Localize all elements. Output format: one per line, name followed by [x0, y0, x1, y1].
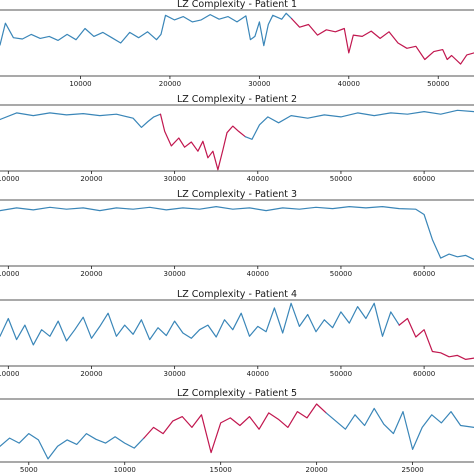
x-tick-label: 10000 [114, 466, 136, 474]
x-tick-label: 30000 [163, 270, 185, 278]
series-line-normal-1 [0, 112, 162, 128]
series-line-normal-1 [0, 433, 145, 460]
x-tick-label: 20000 [305, 466, 327, 474]
series-line-normal-1 [0, 12, 293, 47]
x-tick-label: 60000 [413, 370, 435, 378]
x-tick-label: 60000 [413, 175, 435, 183]
x-tick-label: 25000 [401, 466, 423, 474]
x-tick-label: 10000 [0, 370, 19, 378]
x-tick-label: 50000 [330, 370, 352, 378]
series-line-normal-1 [0, 206, 474, 260]
x-tick-label: 20000 [80, 370, 102, 378]
x-tick-label: 20000 [80, 175, 102, 183]
x-tick-label: 40000 [247, 270, 269, 278]
x-tick-label: 5000 [20, 466, 38, 474]
chart-title: LZ Complexity - Patient 3 [177, 189, 297, 200]
x-tick-label: 10000 [69, 80, 91, 88]
x-tick-label: 40000 [247, 370, 269, 378]
chart-panel-4: LZ Complexity - Patient 4 10000 20000 30000… [0, 289, 474, 378]
chart-title: LZ Complexity - Patient 4 [177, 289, 297, 300]
chart-panel-1: LZ Complexity - Patient 1 10000 20000 30000… [0, 0, 474, 88]
x-tick-label: 60000 [413, 270, 435, 278]
chart-title: LZ Complexity - Patient 5 [177, 388, 297, 399]
x-tick-label: 10000 [0, 270, 19, 278]
x-tick-label: 20000 [80, 270, 102, 278]
series-line-highlight-2 [159, 113, 246, 171]
chart-panel-3: LZ Complexity - Patient 3 10000 20000 30000… [0, 189, 474, 278]
x-tick-label: 50000 [330, 270, 352, 278]
chart-panel-5: LZ Complexity - Patient 5 5000 10000 15000 2… [0, 388, 474, 474]
chart-title: LZ Complexity - Patient 1 [177, 0, 297, 10]
chart-title: LZ Complexity - Patient 2 [177, 94, 297, 105]
x-tick-label: 20000 [159, 80, 181, 88]
series-line-normal-3 [325, 407, 474, 450]
series-line-highlight-2 [398, 317, 474, 360]
x-tick-label: 30000 [163, 175, 185, 183]
series-line-highlight-2 [143, 403, 327, 454]
x-tick-label: 40000 [247, 175, 269, 183]
x-tick-label: 30000 [248, 80, 270, 88]
x-tick-label: 40000 [338, 80, 360, 88]
x-tick-label: 10000 [0, 175, 19, 183]
x-tick-label: 15000 [210, 466, 232, 474]
series-line-highlight-2 [291, 18, 474, 65]
series-line-normal-3 [244, 109, 474, 140]
x-tick-label: 50000 [427, 80, 449, 88]
x-tick-label: 50000 [330, 175, 352, 183]
series-line-normal-1 [0, 302, 400, 346]
chart-panel-2: LZ Complexity - Patient 2 10000 20000 30000… [0, 94, 474, 183]
x-tick-label: 30000 [163, 370, 185, 378]
